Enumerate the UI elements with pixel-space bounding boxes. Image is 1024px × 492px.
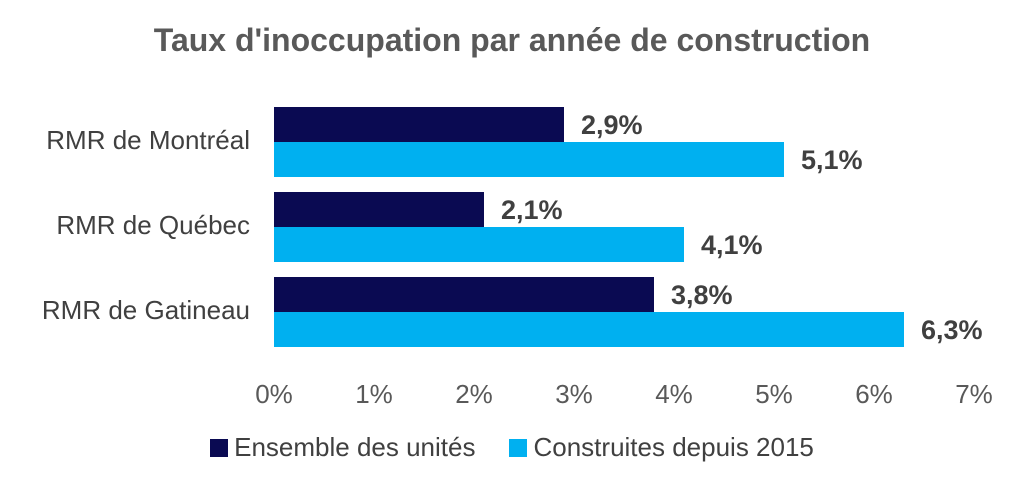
x-tick-label: 2% (455, 379, 493, 409)
legend-swatch-ensemble (210, 438, 229, 457)
category-label-rmr-de-montreal: RMR de Montréal (46, 125, 250, 155)
chart-title: Taux d'inoccupation par année de constru… (153, 22, 871, 58)
category-label-rmr-de-quebec: RMR de Québec (56, 210, 250, 240)
legend-item-construites: Construites depuis 2015 (509, 432, 814, 463)
legend-item-ensemble: Ensemble des unités (210, 432, 475, 463)
category-labels: RMR de Montréal RMR de Québec RMR de Gatin… (42, 125, 250, 325)
x-tick-label: 5% (755, 379, 793, 409)
value-label-rmr-de-quebec-construites-depuis-2015: 4,1% (701, 230, 763, 260)
bar-rmr-de-montreal-construites-depuis-2015 (274, 142, 784, 177)
legend-swatch-construites (509, 438, 528, 457)
value-label-rmr-de-montreal-construites-depuis-2015: 5,1% (801, 145, 863, 175)
bar-rmr-de-quebec-construites-depuis-2015 (274, 227, 684, 262)
legend-label-ensemble: Ensemble des unités (234, 432, 476, 462)
value-label-rmr-de-gatineau-ensemble-des-unites: 3,8% (671, 280, 733, 310)
bar-rmr-de-montreal-ensemble-des-unites (274, 107, 564, 142)
bar-rmr-de-gatineau-ensemble-des-unites (274, 277, 654, 312)
legend-label-construites: Construites depuis 2015 (533, 432, 814, 462)
bar-chart: RMR de Montréal RMR de Québec RMR de Gatin… (42, 107, 993, 409)
bars-layer (274, 107, 904, 347)
value-label-rmr-de-gatineau-construites-depuis-2015: 6,3% (921, 315, 983, 345)
bar-rmr-de-gatineau-construites-depuis-2015 (274, 312, 904, 347)
x-tick-label: 1% (355, 379, 393, 409)
x-tick-label: 3% (555, 379, 593, 409)
x-axis-ticks: 0% 1% 2% 3% 4% 5% 6% 7% (255, 379, 993, 409)
x-tick-label: 6% (855, 379, 893, 409)
value-labels: 2,9% 5,1% 2,1% 4,1% 3,8% 6,3% (501, 110, 983, 345)
x-tick-label: 7% (955, 379, 993, 409)
legend: Ensemble des unités Construites depuis 2… (0, 432, 1024, 463)
value-label-rmr-de-quebec-ensemble-des-unites: 2,1% (501, 195, 563, 225)
x-tick-label: 4% (655, 379, 693, 409)
bar-rmr-de-quebec-ensemble-des-unites (274, 192, 484, 227)
value-label-rmr-de-montreal-ensemble-des-unites: 2,9% (581, 110, 643, 140)
category-label-rmr-de-gatineau: RMR de Gatineau (42, 295, 250, 325)
x-tick-label: 0% (255, 379, 293, 409)
